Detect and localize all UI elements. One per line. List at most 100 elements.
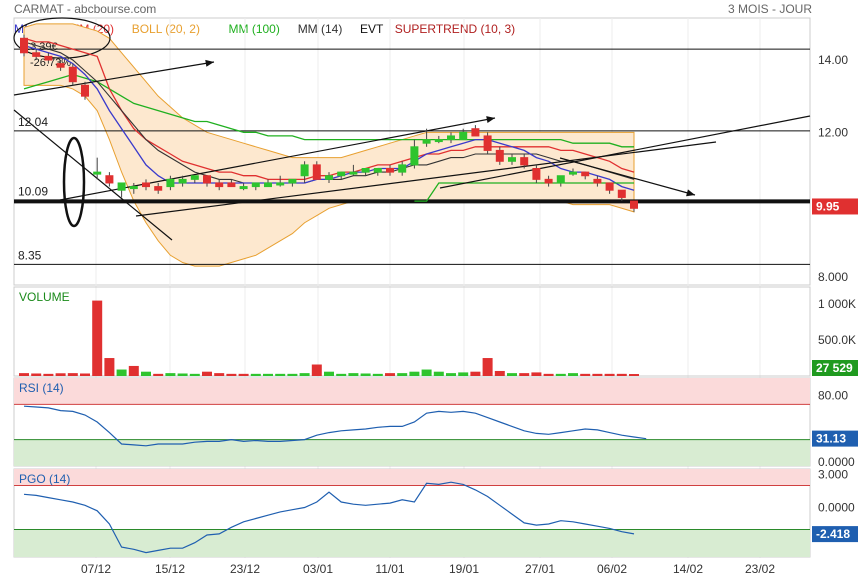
- rsi-current-label: 31.13: [816, 432, 846, 446]
- volume-bar: [67, 373, 78, 376]
- volume-bar: [372, 373, 383, 376]
- volume-bar: [202, 371, 212, 376]
- volume-bar: [555, 373, 566, 376]
- candle-body: [447, 135, 455, 141]
- candle-body: [300, 164, 309, 177]
- level-label: 12.04: [18, 115, 48, 129]
- volume-bar: [446, 373, 456, 376]
- candle-body: [117, 182, 126, 191]
- candle-body: [142, 182, 150, 188]
- legend-item: SUPERTREND (10, 3): [395, 22, 515, 36]
- pgo-title: PGO (14): [19, 472, 70, 486]
- volume-bar: [336, 373, 347, 376]
- volume-bar: [568, 373, 578, 376]
- candle-body: [20, 37, 28, 54]
- candle-body: [630, 200, 638, 209]
- y-tick-label: 3.000: [818, 468, 848, 482]
- volume-bar: [43, 373, 54, 376]
- pgo-current-label: -2.418: [816, 527, 850, 541]
- x-tick-label: 19/01: [449, 562, 479, 576]
- volume-bar: [141, 371, 151, 376]
- volume-bar: [128, 365, 139, 376]
- candle-body: [386, 168, 394, 173]
- volume-bar: [177, 373, 188, 376]
- volume-bar: [409, 371, 420, 376]
- volume-bar: [104, 358, 115, 376]
- x-tick-label: 07/12: [81, 562, 111, 576]
- rsi-title: RSI (14): [19, 381, 64, 395]
- candle-body: [325, 175, 333, 180]
- chart-period[interactable]: 3 MOIS - JOUR: [727, 2, 812, 16]
- candle-body: [203, 175, 211, 184]
- volume-bar: [580, 373, 591, 376]
- price-panel-frame: [13, 17, 811, 286]
- volume-bar: [616, 373, 627, 376]
- x-tick-label: 11/01: [375, 562, 404, 576]
- candle-body: [532, 168, 541, 180]
- volume-bar: [507, 373, 517, 376]
- candle-body: [276, 182, 285, 186]
- volume-bar: [238, 373, 249, 376]
- x-tick-label: 23/02: [745, 562, 775, 576]
- volume-bar: [311, 364, 322, 376]
- volume-bar: [458, 372, 469, 376]
- volume-bar: [226, 373, 237, 376]
- candle-body: [264, 182, 272, 188]
- volume-bar: [360, 373, 371, 376]
- trend-arrow: [686, 189, 695, 197]
- volume-bar: [189, 373, 200, 376]
- candle-body: [44, 55, 53, 61]
- volume-bar: [470, 371, 481, 376]
- drawing-ellipse: [62, 136, 86, 228]
- candle-body: [556, 175, 565, 184]
- rsi-line: [23, 405, 647, 447]
- volume-bar: [482, 358, 493, 376]
- x-tick-label: 06/02: [597, 562, 627, 576]
- pgo-line: [23, 481, 635, 554]
- volume-bar: [324, 371, 334, 376]
- candle-body: [422, 139, 431, 144]
- volume-bar: [153, 373, 164, 376]
- candle-body: [166, 178, 175, 188]
- candle-body: [483, 135, 492, 151]
- bollinger-band: [23, 23, 635, 267]
- x-tick-label: 27/01: [525, 562, 555, 576]
- candle-body: [410, 146, 419, 166]
- trend-line: [439, 115, 811, 189]
- volume-bar: [165, 373, 176, 376]
- candle-body: [349, 171, 358, 175]
- legend-item: EVT: [360, 22, 384, 36]
- volume-bar: [92, 300, 103, 376]
- volume-bar: [275, 373, 286, 376]
- y-tick-label: 0.0000: [818, 501, 855, 515]
- volume-bar: [385, 373, 395, 376]
- volume-bar: [421, 369, 432, 376]
- candle-body: [239, 186, 248, 190]
- volume-bar: [263, 373, 273, 376]
- volume-bar: [604, 373, 615, 376]
- candle-body: [495, 149, 504, 162]
- volume-bar: [433, 371, 444, 376]
- volume-bar: [592, 373, 603, 376]
- trend-arrow: [486, 116, 495, 123]
- volume-bar: [519, 373, 530, 376]
- rsi-overbought-zone: [14, 378, 810, 405]
- volume-title: VOLUME: [19, 290, 70, 304]
- candle-body: [471, 128, 480, 137]
- candle-body: [68, 66, 77, 83]
- candle-body: [56, 63, 65, 68]
- y-tick-label: 8.000: [818, 270, 848, 284]
- current-price-label: 9.95: [816, 199, 840, 213]
- candle-body: [605, 182, 614, 191]
- volume-bar: [531, 372, 542, 376]
- candle-body: [520, 157, 529, 166]
- level-label: 8.35: [18, 248, 42, 262]
- volume-current-label: 27 529: [816, 361, 853, 375]
- legend-item: MM (14): [298, 22, 343, 36]
- candle-body: [227, 182, 236, 188]
- y-tick-label: 14.00: [818, 53, 848, 67]
- legend-item: MM (100): [229, 22, 280, 36]
- candle-body: [508, 157, 516, 162]
